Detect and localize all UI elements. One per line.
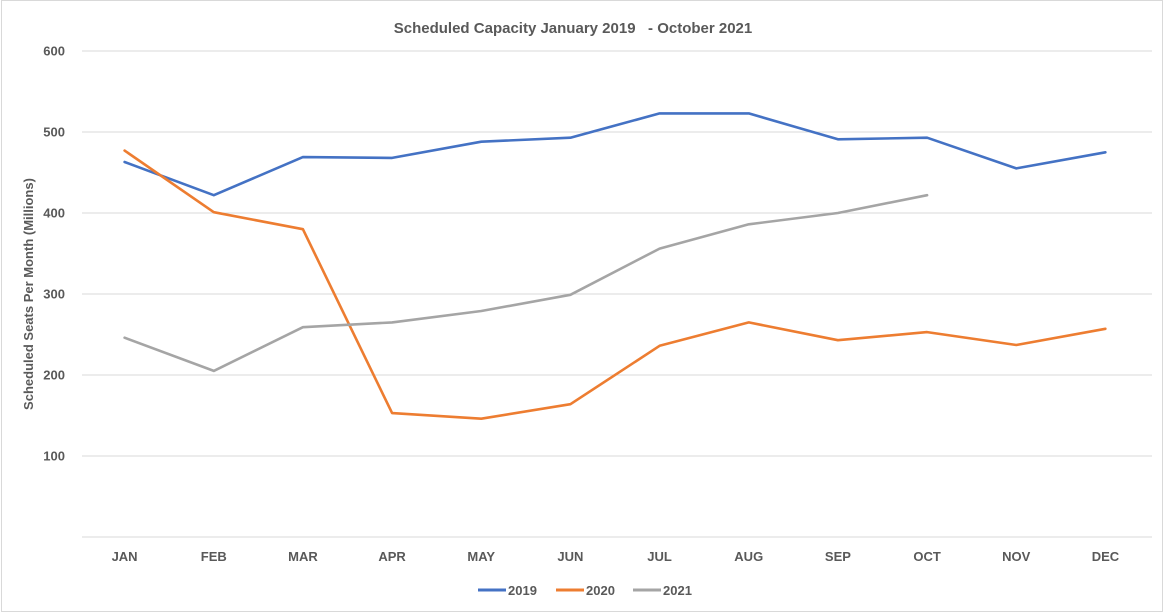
y-tick-label: 300 [43, 287, 65, 302]
x-tick-label: MAR [288, 549, 318, 564]
chart-title: Scheduled Capacity January 2019 - Octobe… [394, 20, 753, 37]
series-line-2021 [123, 193, 929, 373]
x-tick-label: OCT [913, 549, 941, 564]
y-axis-ticks: 100 200 300 400 500 600 [43, 44, 65, 464]
legend-label: 2019 [508, 583, 537, 598]
series-line-2020 [123, 149, 1107, 421]
y-tick-label: 200 [43, 368, 65, 383]
y-tick-label: 100 [43, 449, 65, 464]
x-tick-label: JUL [647, 549, 672, 564]
x-axis-ticks: JAN FEB MAR APR MAY JUN JUL AUG SEP OCT NOV DEC [112, 549, 1120, 564]
legend-item-2021: 2021 [633, 583, 692, 598]
y-tick-label: 500 [43, 125, 65, 140]
y-axis-label: Scheduled Seats Per Month (Millions) [21, 178, 36, 410]
y-tick-label: 400 [43, 206, 65, 221]
x-tick-label: AUG [734, 549, 763, 564]
x-tick-label: JUN [557, 549, 583, 564]
legend-label: 2021 [663, 583, 692, 598]
x-tick-label: FEB [201, 549, 227, 564]
series-lines [123, 112, 1107, 421]
legend-label: 2020 [586, 583, 615, 598]
x-tick-label: SEP [825, 549, 851, 564]
x-tick-label: DEC [1092, 549, 1120, 564]
x-tick-label: MAY [467, 549, 495, 564]
y-tick-label: 600 [43, 44, 65, 59]
gridlines [82, 50, 1152, 538]
x-tick-label: NOV [1002, 549, 1031, 564]
x-tick-label: APR [378, 549, 406, 564]
x-tick-label: JAN [112, 549, 138, 564]
legend-item-2019: 2019 [478, 583, 537, 598]
legend-item-2020: 2020 [556, 583, 615, 598]
legend: 2019 2020 2021 [478, 583, 692, 598]
series-line-2019 [123, 112, 1107, 197]
